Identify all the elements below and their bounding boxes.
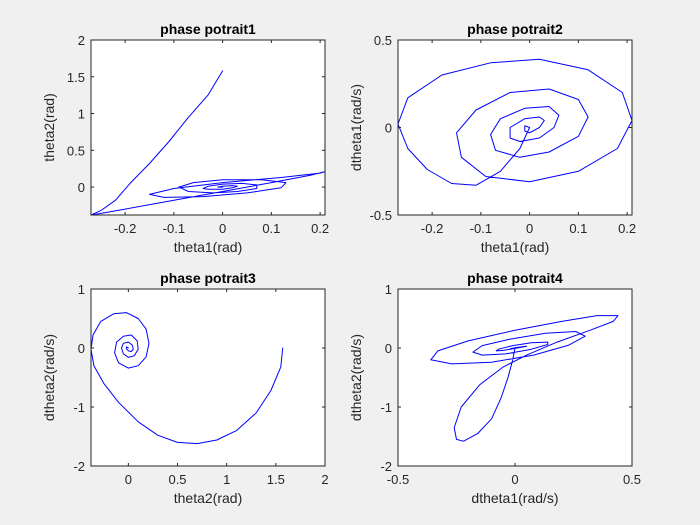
subplot-4-xtick-label: 0: [511, 472, 518, 487]
subplot-2-title: phase potrait2: [467, 21, 563, 37]
subplot-4-axes-background: [398, 289, 632, 466]
subplot-3-axes-box: [90, 288, 326, 467]
subplot-4-xtick-label: -0.5: [387, 472, 409, 487]
subplot-1-xtick-label: -0.1: [163, 221, 185, 236]
subplot-4-ylabel: dtheta2(rad/s): [348, 334, 364, 421]
subplot-3-xtick-label: 2: [321, 472, 328, 487]
subplot-4-ytick-label: 1: [385, 282, 392, 297]
subplot-2-ytick-label: 0: [385, 121, 392, 136]
subplot-2-ytick-label: 0.5: [374, 33, 392, 48]
subplot-3-series-1-line: [91, 312, 284, 445]
subplot-2-ytick-label: -0.5: [370, 208, 392, 223]
subplot-3-xtick-label: 1: [223, 472, 230, 487]
subplot-3-ytick-label: 1: [78, 282, 85, 297]
subplot-1-series-1-line: [91, 70, 325, 215]
subplot-4-xlabel: dtheta1(rad/s): [471, 490, 558, 506]
subplot-3-ytick-label: -2: [73, 459, 85, 474]
subplot-1-xtick-label: 0: [219, 221, 226, 236]
subplot-4-title: phase potrait4: [467, 270, 563, 286]
subplot-2-series-1-line: [398, 58, 632, 186]
subplot-1-ytick-label: 0.5: [67, 143, 85, 158]
subplot-1-ytick-label: 1.5: [67, 70, 85, 85]
subplot-3-ylabel: dtheta2(rad/s): [41, 334, 57, 421]
subplot-3-axes-background: [91, 289, 325, 466]
subplot-4: -0.5 0 0.5 -2 -1 0 1 phase potrait4 dtheta1(rad/…: [348, 270, 641, 506]
subplot-2-xtick-label: -0.2: [421, 221, 443, 236]
subplot-1-ytick-label: 0: [78, 180, 85, 195]
subplot-2-axes-background: [398, 40, 632, 215]
subplot-3-xtick-label: 0: [125, 472, 132, 487]
subplot-2-ylabel: dtheta1(rad/s): [348, 84, 364, 171]
subplot-1-title: phase potrait1: [160, 21, 256, 37]
subplot-2-xlabel: theta1(rad): [481, 239, 549, 255]
subplot-2: -0.2 -0.1 0 0.1 0.2 -0.5 0 0.5 phase potrait2 the…: [348, 21, 636, 255]
subplot-1: -0.2 -0.1 0 0.1 0.2 0 0.5 1 1.5 2 phase potrait1 th…: [41, 21, 329, 255]
subplot-2-xtick-label: 0: [526, 221, 533, 236]
subplot-2-xtick-label: -0.1: [470, 221, 492, 236]
subplot-3-title: phase potrait3: [160, 270, 256, 286]
subplot-1-ylabel: theta2(rad): [41, 93, 57, 161]
subplot-3: 0 0.5 1 1.5 2 -2 -1 0 1 phase potrait3 theta2(rad)…: [41, 270, 329, 506]
subplot-2-xtick-label: 0.1: [569, 221, 587, 236]
subplot-3-xtick-label: 0.5: [168, 472, 186, 487]
subplot-1-axes-background: [91, 40, 325, 215]
subplot-4-xtick-label: 0.5: [623, 472, 641, 487]
subplot-2-xtick-label: 0.2: [618, 221, 636, 236]
subplot-1-xlabel: theta1(rad): [174, 239, 242, 255]
subplot-3-xtick-label: 1.5: [267, 472, 285, 487]
subplot-1-xtick-label: -0.2: [114, 221, 136, 236]
subplot-4-ytick-label: -1: [380, 400, 392, 415]
subplot-3-ytick-label: 0: [78, 341, 85, 356]
subplot-1-axes-box: [90, 39, 326, 216]
subplot-1-ytick-label: 2: [78, 33, 85, 48]
subplot-1-xtick-label: 0.1: [262, 221, 280, 236]
subplot-3-ytick-label: -1: [73, 400, 85, 415]
subplot-4-series-1-line: [430, 315, 619, 442]
subplot-1-xtick-label: 0.2: [311, 221, 329, 236]
subplot-4-ytick-label: -2: [380, 459, 392, 474]
subplot-4-ytick-label: 0: [385, 341, 392, 356]
subplot-1-ytick-label: 1: [78, 107, 85, 122]
subplot-3-xlabel: theta2(rad): [174, 490, 242, 506]
